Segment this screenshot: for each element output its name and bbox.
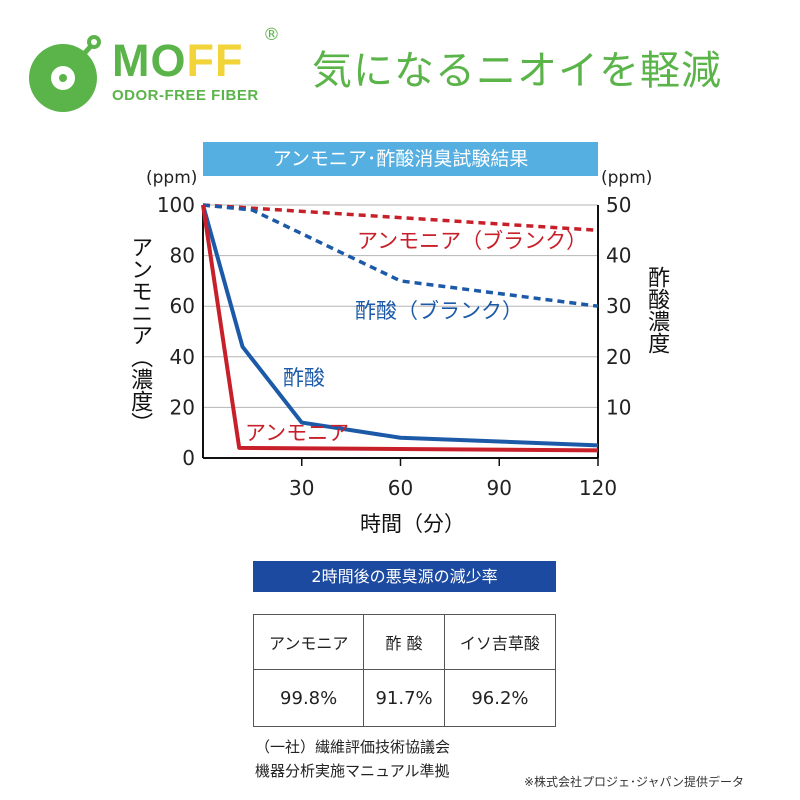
right-tick-label: 30 xyxy=(606,294,631,318)
results-value-cell: 96.2% xyxy=(443,669,557,727)
results-value-row: 99.8% 91.7% 96.2% xyxy=(252,669,557,727)
right-axis-label: 酢酸濃度 xyxy=(644,266,670,354)
footnote-line: 機器分析実施マニュアル準拠 xyxy=(255,762,450,780)
series-line xyxy=(201,204,599,448)
footnote: （一社）繊維評価技術協議会 機器分析実施マニュアル準拠 xyxy=(255,735,450,783)
series-label: 酢酸（ブランク） xyxy=(355,299,523,323)
x-tick-label: 60 xyxy=(388,476,413,500)
results-value-cell: 91.7% xyxy=(363,669,445,727)
x-axis-label: 時間（分） xyxy=(360,512,465,536)
registered-mark: ® xyxy=(263,25,280,45)
right-tick-label: 10 xyxy=(606,395,631,419)
left-tick-label: 100 xyxy=(157,193,195,217)
results-value-cell: 99.8% xyxy=(252,669,365,727)
results-title: 2時間後の悪臭源の減少率 xyxy=(253,561,556,592)
right-unit-label: (ppm) xyxy=(601,168,653,188)
right-tick-label: 40 xyxy=(606,244,631,268)
series-label: アンモニア xyxy=(245,421,349,445)
series-label: アンモニア（ブランク） xyxy=(357,229,587,253)
brand-wordmark: MOFF xyxy=(112,35,244,86)
x-tick-label: 90 xyxy=(487,476,512,500)
brand-tagline: ODOR-FREE FIBER xyxy=(112,87,259,104)
chart-title: アンモニア･酢酸消臭試験結果 xyxy=(203,142,598,176)
series-line xyxy=(202,203,599,233)
headline: 気になるニオイを軽減 xyxy=(312,48,722,94)
footnote-line: （一社）繊維評価技術協議会 xyxy=(255,738,451,756)
left-tick-label: 40 xyxy=(170,345,195,369)
chart-plot: 0 20 40 60 80 100 10 20 30 40 50 30 60 90 120 アンモニア（ブラン… xyxy=(157,193,632,500)
series-line xyxy=(202,203,599,308)
x-tick-label: 30 xyxy=(289,476,314,500)
series-line xyxy=(201,204,599,453)
left-tick-label: 0 xyxy=(182,446,195,470)
results-header-row: アンモニア 酢 酸 イソ吉草酸 xyxy=(252,614,557,670)
results-header-cell: アンモニア xyxy=(252,614,365,670)
right-tick-label: 20 xyxy=(606,345,631,369)
moff-logo-icon xyxy=(29,35,101,112)
credit-note: ※株式会社プロジェ･ジャパン提供データ xyxy=(524,775,745,789)
left-tick-label: 60 xyxy=(170,294,195,318)
x-tick-label: 120 xyxy=(579,476,617,500)
left-axis-label: アンモニア（濃度） xyxy=(127,236,153,434)
right-tick-label: 50 xyxy=(606,193,631,217)
results-header-cell: イソ吉草酸 xyxy=(443,614,557,670)
results-header-cell: 酢 酸 xyxy=(363,614,445,670)
results-table: アンモニア 酢 酸 イソ吉草酸 99.8% 91.7% 96.2% xyxy=(252,614,557,727)
left-tick-label: 80 xyxy=(170,244,195,268)
series-label: 酢酸 xyxy=(283,366,325,390)
left-tick-label: 20 xyxy=(170,395,195,419)
left-unit-label: (ppm) xyxy=(146,168,198,188)
